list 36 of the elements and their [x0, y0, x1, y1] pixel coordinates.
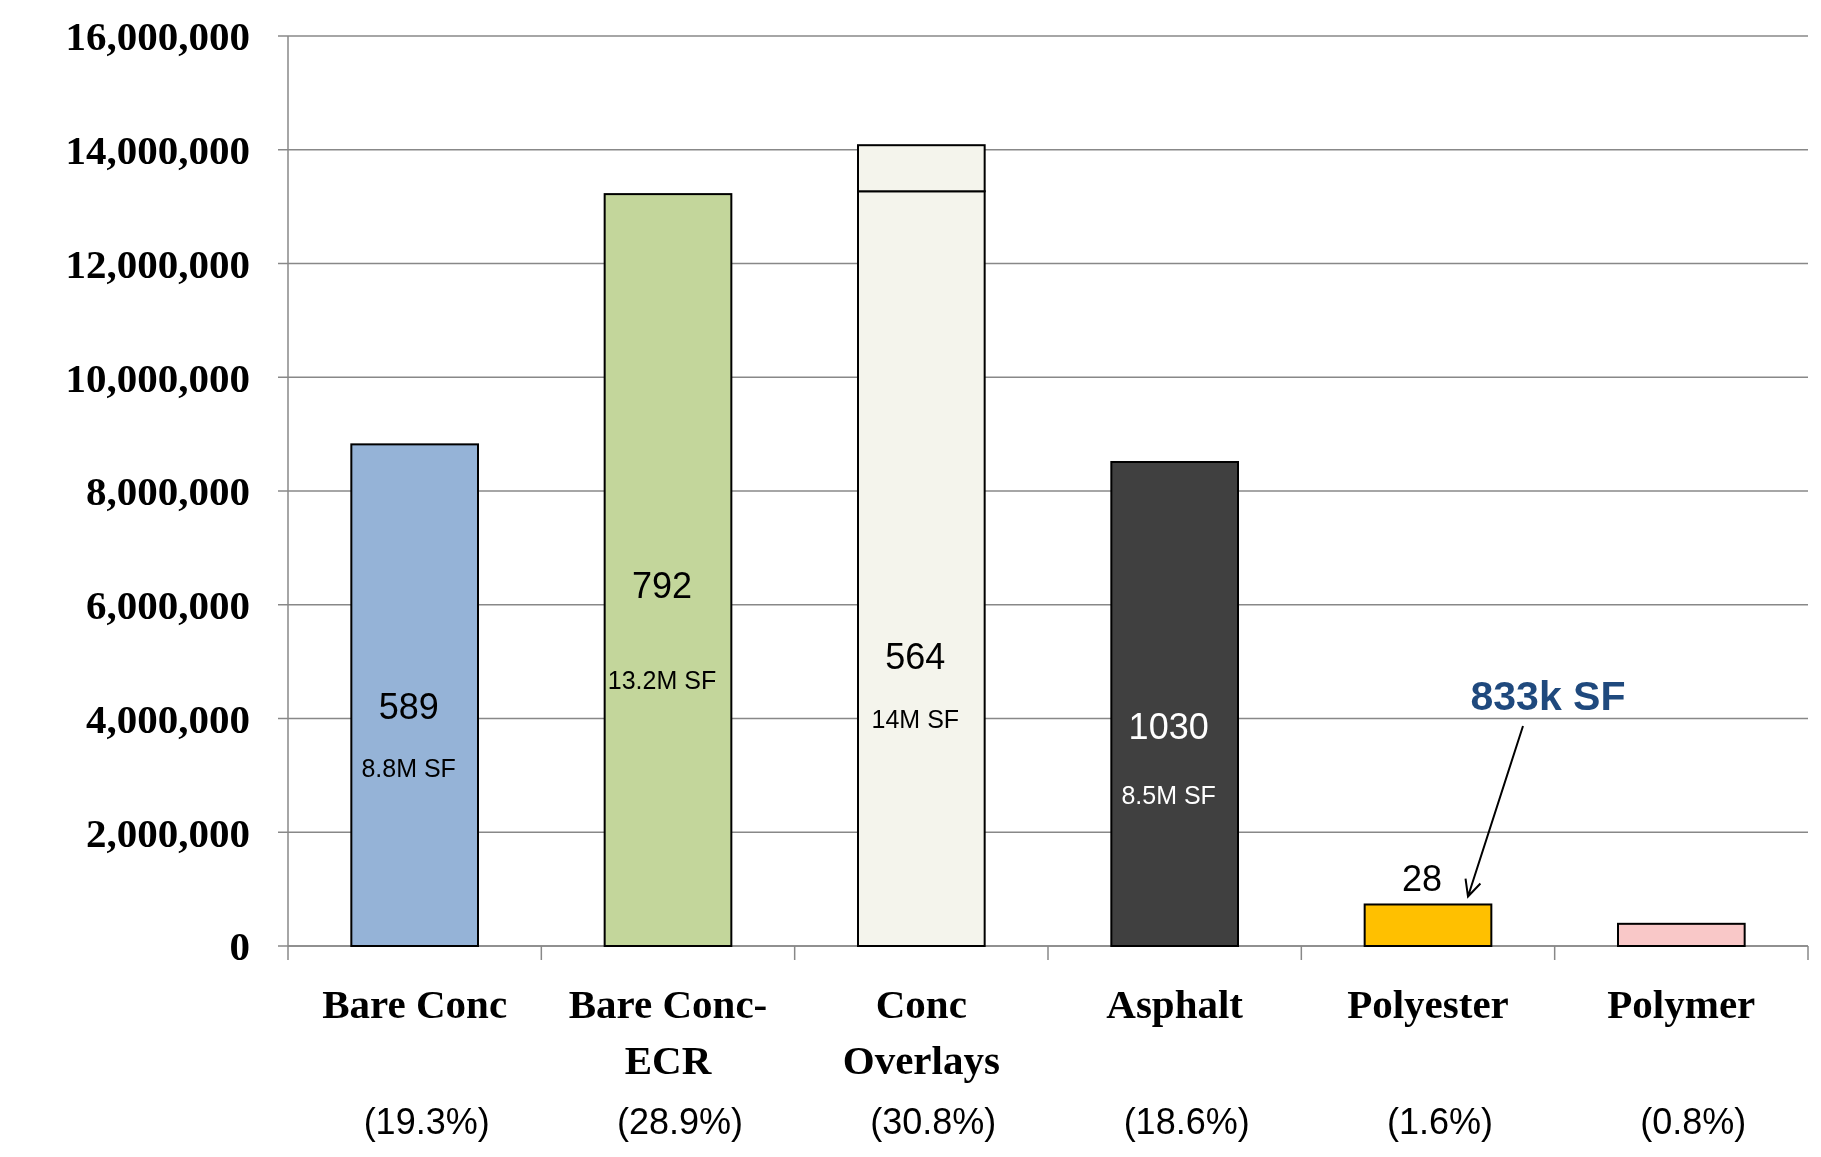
y-tick-label: 0: [229, 923, 250, 970]
bar: [350, 443, 479, 947]
x-tick-label: Conc Overlays: [842, 981, 1000, 1083]
x-tick-label: Bare Conc: [322, 981, 508, 1027]
bar: [603, 193, 733, 947]
annotation: 792: [631, 564, 693, 606]
annotation: 13.2M SF: [607, 665, 717, 694]
x-tick-label: Bare Conc-ECR: [568, 981, 768, 1083]
annotation: 564: [885, 635, 946, 677]
y-tick-label: 6,000,000: [86, 582, 250, 629]
annotation: 8.8M SF: [361, 753, 456, 782]
y-tick-label: 10,000,000: [65, 354, 250, 401]
x-tick-label: Polyester: [1347, 981, 1509, 1027]
y-tick-label: 12,000,000: [65, 240, 250, 287]
bar: [1363, 903, 1493, 947]
y-tick-label: 2,000,000: [86, 809, 250, 856]
bar: [1617, 922, 1746, 947]
y-tick-label: 16,000,000: [65, 13, 250, 60]
annotation: 1030: [1128, 705, 1209, 747]
text: (28.9%): [616, 1101, 744, 1142]
annotation: 28: [1401, 857, 1443, 899]
bar: [1110, 460, 1239, 947]
annotation: 14M SF: [871, 704, 960, 733]
annotation: 833k SF: [1470, 673, 1626, 720]
text: (19.3%): [363, 1101, 490, 1142]
annotation: 589: [378, 685, 439, 727]
text: (18.6%): [1123, 1101, 1250, 1142]
y-tick-label: 4,000,000: [86, 695, 250, 742]
annotation: 8.5M SF: [1121, 780, 1216, 809]
text: (1.6%): [1386, 1101, 1494, 1142]
text: (0.8%): [1640, 1101, 1747, 1142]
y-tick-label: 8,000,000: [86, 468, 250, 515]
x-tick-label: Polymer: [1607, 981, 1756, 1027]
text: (30.8%): [870, 1101, 997, 1142]
x-tick-label: Asphalt: [1106, 981, 1244, 1027]
y-tick-label: 14,000,000: [65, 127, 250, 174]
